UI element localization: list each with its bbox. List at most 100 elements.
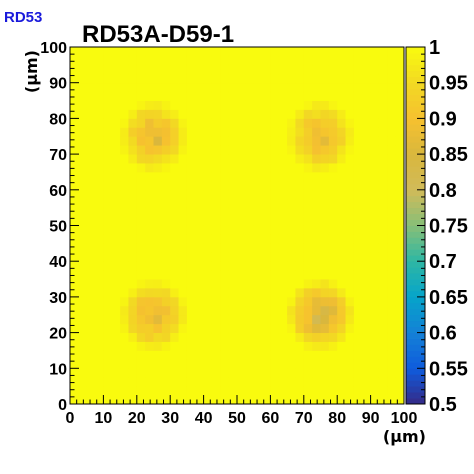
heatmap-cell (228, 252, 238, 262)
heatmap-cell (320, 234, 330, 244)
heatmap-cell (170, 136, 179, 146)
heatmap-cell (186, 73, 196, 84)
heatmap-cell (170, 55, 179, 66)
heatmap-cell (362, 341, 371, 351)
heatmap-cell (178, 154, 188, 164)
heatmap-cell (203, 198, 213, 209)
heatmap-cell (362, 55, 371, 66)
heatmap-cell (245, 145, 255, 155)
heatmap-cell (95, 287, 104, 298)
heatmap-cell (86, 55, 96, 66)
heatmap-cell (362, 82, 371, 93)
color-scale-tick-label: 0.7 (429, 251, 457, 273)
heatmap-cell (128, 118, 138, 128)
heatmap-cell (128, 252, 138, 262)
heatmap-cell (395, 377, 405, 387)
heatmap-cell (186, 261, 196, 271)
heatmap-cell (195, 359, 204, 369)
heatmap-cell (186, 118, 196, 128)
heatmap-cell (328, 296, 338, 307)
heatmap-cell (337, 82, 346, 93)
heatmap-cell (312, 395, 321, 405)
heatmap-cell (95, 341, 104, 351)
heatmap-cell (353, 350, 363, 360)
heatmap-cell (78, 154, 88, 164)
color-scale-step (406, 52, 425, 60)
heatmap-cell (136, 341, 146, 351)
heatmap-cell (153, 377, 163, 387)
heatmap-cell (186, 198, 196, 209)
heatmap-cell (245, 64, 255, 75)
heatmap-cell (136, 189, 146, 200)
heatmap-cell (128, 395, 138, 405)
heatmap-cell (211, 82, 221, 93)
heatmap-cell (86, 261, 96, 271)
heatmap-cell (328, 386, 338, 396)
heatmap-cell (161, 136, 171, 146)
heatmap-cell (111, 171, 121, 182)
heatmap-cell (395, 136, 405, 146)
heatmap-cell (378, 243, 388, 253)
heatmap-cell (303, 109, 313, 119)
heatmap-cell (362, 198, 371, 209)
heatmap-cell (161, 64, 171, 75)
heatmap-cell (95, 136, 104, 146)
heatmap-cell (220, 270, 230, 280)
heatmap-cell (203, 323, 213, 334)
heatmap-cell (220, 55, 230, 66)
heatmap-cell (153, 332, 163, 342)
heatmap-cell (287, 377, 296, 387)
heatmap-cell (161, 386, 171, 396)
heatmap-cell (270, 91, 280, 101)
heatmap-cell (270, 225, 280, 235)
heatmap-cell (78, 359, 88, 369)
heatmap-cell (111, 377, 121, 387)
heatmap-cell (195, 100, 204, 110)
heatmap-cell (78, 207, 88, 217)
heatmap-cell (128, 368, 138, 378)
heatmap-cell (270, 377, 280, 387)
heatmap-cell (378, 386, 388, 396)
heatmap-cell (203, 189, 213, 200)
heatmap-cell (78, 305, 88, 316)
heatmap-cell (203, 252, 213, 262)
heatmap-cell (345, 171, 355, 182)
heatmap-cell (70, 296, 79, 307)
heatmap-cell (337, 341, 346, 351)
heatmap-cell (345, 386, 355, 396)
heatmap-cell (103, 145, 113, 155)
heatmap-cell (161, 252, 171, 262)
heatmap-cell (278, 145, 288, 155)
heatmap-cell (103, 261, 113, 271)
heatmap-cell (178, 216, 188, 226)
heatmap-cell (136, 234, 146, 244)
heatmap-cell (253, 305, 263, 316)
heatmap-cell (86, 118, 96, 128)
heatmap-cell (136, 368, 146, 378)
heatmap-cell (345, 154, 355, 164)
heatmap-cell (161, 395, 171, 405)
heatmap-cell (320, 82, 330, 93)
heatmap-cell (378, 73, 388, 84)
heatmap-cell (153, 359, 163, 369)
heatmap-cell (237, 395, 246, 405)
heatmap-cell (195, 91, 204, 101)
heatmap-cell (70, 109, 79, 119)
heatmap-cell (161, 296, 171, 307)
heatmap-cell (395, 73, 405, 84)
heatmap-cell (103, 243, 113, 253)
heatmap-cell (178, 323, 188, 334)
heatmap-cell (295, 118, 305, 128)
heatmap-cell (378, 55, 388, 66)
heatmap-cell (370, 332, 380, 342)
heatmap-cell (320, 296, 330, 307)
heatmap-cell (211, 136, 221, 146)
heatmap-cell (353, 234, 363, 244)
heatmap-cell (161, 198, 171, 209)
heatmap-cell (353, 386, 363, 396)
heatmap-cell (195, 180, 204, 191)
heatmap-cell (136, 91, 146, 101)
heatmap-cell (95, 127, 104, 137)
heatmap-cell (120, 198, 129, 209)
heatmap-cell (103, 91, 113, 101)
